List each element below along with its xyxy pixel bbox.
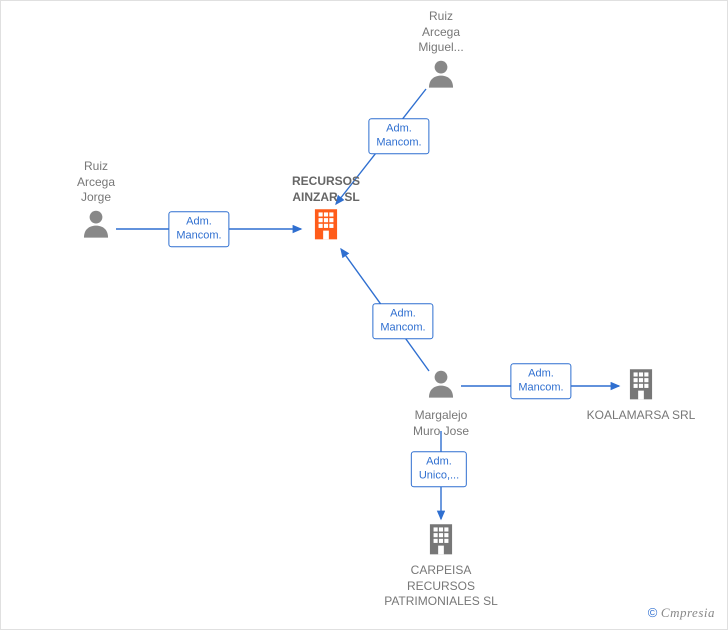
node-label[interactable]: Margalejo Muro Jose: [381, 408, 501, 439]
node-label[interactable]: Ruiz Arcega Jorge: [36, 159, 156, 206]
edges-layer: [1, 1, 728, 631]
watermark-brand: Cmpresia: [661, 605, 715, 620]
person-icon[interactable]: [79, 207, 113, 246]
node-label[interactable]: KOALAMARSA SRL: [581, 408, 701, 424]
building-icon[interactable]: [422, 520, 460, 563]
building-icon[interactable]: [622, 365, 660, 408]
edge-label[interactable]: Adm. Mancom.: [372, 303, 433, 339]
person-icon[interactable]: [424, 57, 458, 96]
node-label[interactable]: Ruiz Arcega Miguel...: [381, 9, 501, 56]
edge-label[interactable]: Adm. Mancom.: [510, 363, 571, 399]
copyright-symbol: ©: [648, 605, 658, 620]
node-label[interactable]: CARPEISA RECURSOS PATRIMONIALES SL: [381, 563, 501, 610]
edge-label[interactable]: Adm. Unico,...: [411, 451, 467, 487]
person-icon[interactable]: [424, 367, 458, 406]
edge-label[interactable]: Adm. Mancom.: [368, 118, 429, 154]
watermark: © Cmpresia: [648, 605, 715, 621]
diagram-canvas: Adm. Mancom. Adm. Mancom. Adm. Mancom. Adm.…: [0, 0, 728, 630]
edge-label[interactable]: Adm. Mancom.: [168, 211, 229, 247]
node-label[interactable]: RECURSOS AINZAR SL: [266, 174, 386, 205]
building-icon[interactable]: [307, 205, 345, 248]
